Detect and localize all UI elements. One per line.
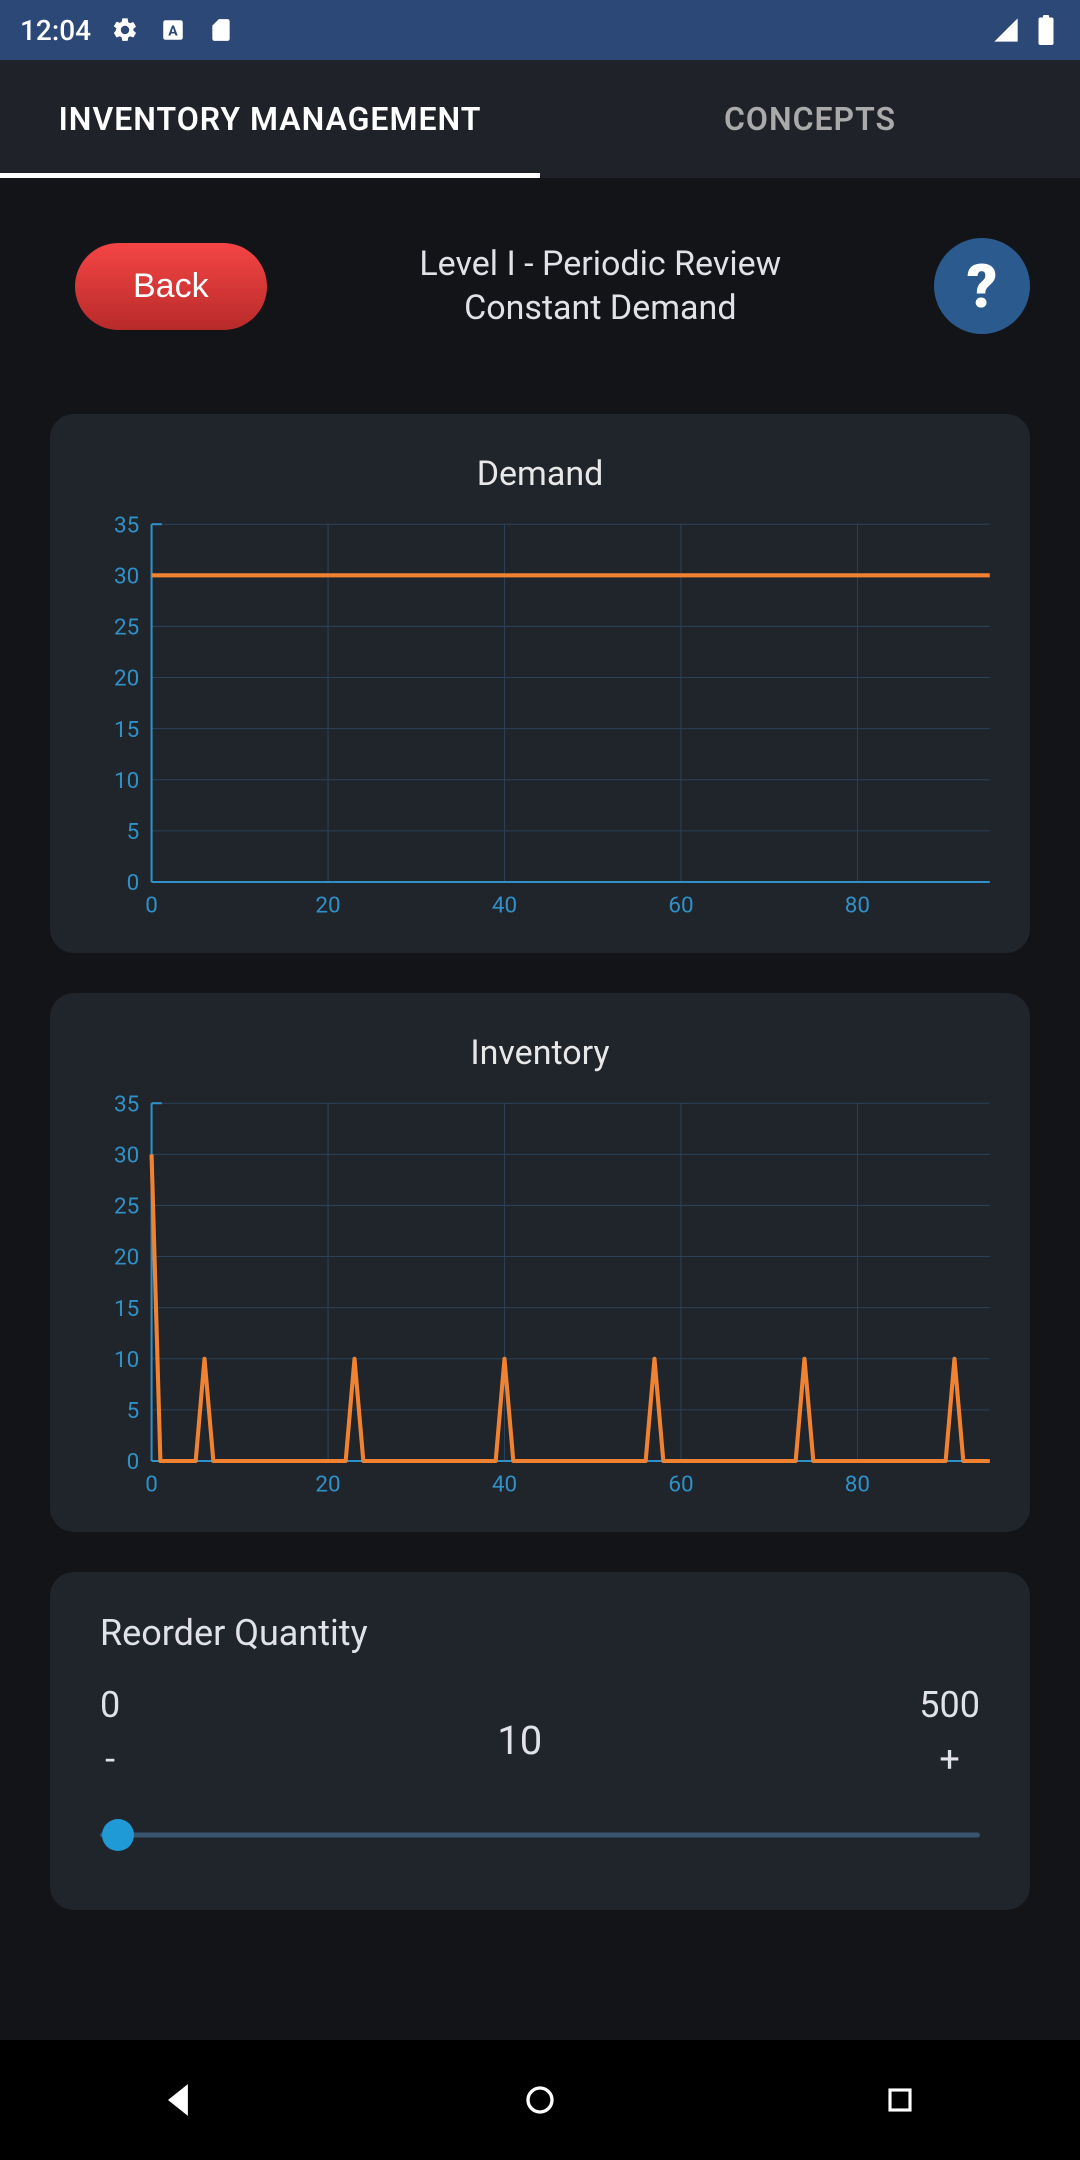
inventory-chart-card: Inventory 0 5 10 15 20 25 30 35 0 20 40 60 80 [50, 993, 1030, 1532]
svg-text:40: 40 [492, 893, 517, 919]
svg-text:15: 15 [114, 717, 139, 743]
tab-label: CONCEPTS [724, 100, 896, 138]
svg-text:40: 40 [492, 1472, 517, 1498]
demand-chart: 0 5 10 15 20 25 30 35 0 20 40 60 80 [80, 514, 1000, 923]
language-icon: A [159, 16, 187, 44]
demand-chart-card: Demand 0 5 10 15 20 25 30 35 0 20 40 60 80 [50, 414, 1030, 953]
svg-text:5: 5 [127, 1398, 140, 1424]
svg-text:25: 25 [114, 615, 139, 641]
svg-text:35: 35 [114, 1093, 139, 1117]
reorder-slider[interactable] [100, 1820, 980, 1850]
svg-text:0: 0 [127, 870, 140, 896]
svg-text:60: 60 [668, 893, 693, 919]
svg-text:30: 30 [114, 564, 139, 590]
page-header: Back Level I - Periodic Review Constant … [0, 178, 1080, 374]
svg-text:A: A [168, 23, 178, 39]
svg-text:15: 15 [114, 1296, 139, 1322]
svg-text:35: 35 [114, 514, 139, 538]
status-time: 12:04 [20, 14, 91, 47]
reorder-max-label: 500 [919, 1684, 980, 1726]
reorder-value: 10 [497, 1717, 542, 1764]
tab-concepts[interactable]: CONCEPTS [540, 60, 1080, 178]
svg-text:80: 80 [845, 893, 870, 919]
help-button[interactable]: ? [934, 238, 1030, 334]
svg-text:5: 5 [127, 819, 140, 845]
page-title-line2: Constant Demand [297, 286, 904, 330]
svg-text:60: 60 [668, 1472, 693, 1498]
svg-text:20: 20 [315, 1472, 340, 1498]
demand-chart-title: Demand [80, 454, 1000, 494]
svg-text:0: 0 [145, 893, 158, 919]
inventory-chart: 0 5 10 15 20 25 30 35 0 20 40 60 80 [80, 1093, 1000, 1502]
settings-icon [111, 16, 139, 44]
reorder-quantity-card: Reorder Quantity 0 - 10 500 + [50, 1572, 1030, 1910]
status-bar: 12:04 A [0, 0, 1080, 60]
svg-text:25: 25 [114, 1193, 139, 1219]
signal-icon [992, 16, 1020, 44]
inventory-chart-title: Inventory [80, 1033, 1000, 1073]
svg-text:20: 20 [114, 666, 139, 692]
svg-text:10: 10 [114, 768, 139, 794]
increment-button[interactable]: + [939, 1738, 959, 1780]
reorder-quantity-title: Reorder Quantity [100, 1612, 980, 1654]
svg-text:0: 0 [127, 1449, 140, 1475]
svg-text:20: 20 [114, 1245, 139, 1271]
back-button[interactable]: Back [75, 243, 267, 330]
decrement-button[interactable]: - [105, 1738, 115, 1780]
battery-icon [1032, 16, 1060, 44]
page-title-line1: Level I - Periodic Review [297, 242, 904, 286]
svg-text:20: 20 [315, 893, 340, 919]
tab-inventory-management[interactable]: INVENTORY MANAGEMENT [0, 60, 540, 178]
svg-text:0: 0 [145, 1472, 158, 1498]
slider-track [100, 1832, 980, 1837]
svg-text:10: 10 [114, 1347, 139, 1373]
page-title: Level I - Periodic Review Constant Deman… [297, 242, 904, 330]
svg-text:80: 80 [845, 1472, 870, 1498]
android-nav-bar [0, 2040, 1080, 2160]
svg-text:30: 30 [114, 1142, 139, 1168]
nav-home-button[interactable] [520, 2080, 560, 2120]
sd-card-icon [207, 16, 235, 44]
nav-back-button[interactable] [160, 2080, 200, 2120]
tabs: INVENTORY MANAGEMENT CONCEPTS [0, 60, 1080, 178]
slider-thumb[interactable] [102, 1819, 134, 1851]
question-icon: ? [967, 251, 998, 322]
back-button-label: Back [133, 267, 209, 305]
nav-recent-button[interactable] [880, 2080, 920, 2120]
tab-label: INVENTORY MANAGEMENT [59, 100, 482, 138]
reorder-min-label: 0 [100, 1684, 120, 1726]
